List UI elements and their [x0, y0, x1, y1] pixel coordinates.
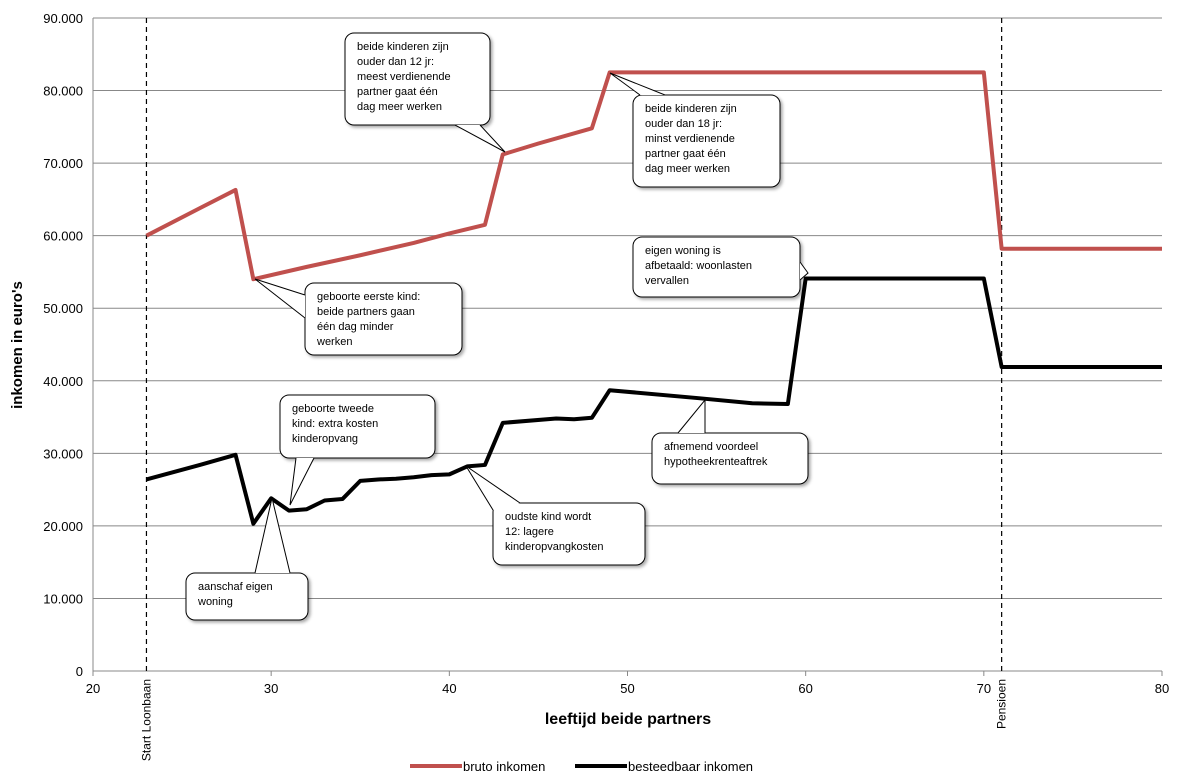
y-tick-label: 80.000: [43, 84, 83, 99]
annotation-text: oudste kind wordt: [505, 511, 591, 523]
callout-box: [492, 502, 646, 566]
reference-label: Pensioen: [995, 679, 1009, 729]
callout-pointer: [254, 278, 306, 319]
legend-label: besteedbaar inkomen: [628, 759, 753, 774]
annotation-text: eigen woning is: [645, 245, 721, 257]
annotation-text: één dag minder: [317, 321, 394, 333]
annotation-text: aanschaf eigen: [198, 581, 273, 593]
callout: aanschaf eigen woning: [185, 497, 309, 621]
callout-box: [279, 394, 436, 459]
annotation-text: geboorte tweede: [292, 403, 374, 415]
y-tick-label: 60.000: [43, 229, 83, 244]
annotation-text: ouder dan 12 jr:: [357, 56, 434, 68]
x-tick-label: 50: [620, 681, 634, 696]
callout-box: [185, 572, 309, 621]
callout-box: [344, 32, 491, 126]
callout-pointer: [677, 398, 706, 434]
callout-box: [651, 432, 809, 485]
annotation-text: woning: [197, 596, 233, 608]
annotation-text: beide kinderen zijn: [357, 41, 449, 53]
annotation-text: dag meer werken: [357, 101, 442, 113]
data-line: [145, 276, 1162, 526]
callout-pointer-fill: [800, 262, 808, 280]
annotation-text: werken: [316, 336, 352, 348]
callout: beide kinderen zijn ouder dan 18 jr: minst…: [609, 72, 781, 188]
y-tick-label: 30.000: [43, 446, 83, 461]
callout: geboorte eerste kind: beide partners gaan…: [254, 278, 463, 356]
annotation-text: afnemend voordeel: [664, 441, 758, 453]
callout: beide kinderen zijn ouder dan 12 jr: meest…: [344, 32, 506, 153]
callout-pointer: [289, 457, 315, 506]
y-tick-label: 20.000: [43, 519, 83, 534]
annotation-text: dag meer werken: [645, 163, 730, 175]
callout-box: [632, 94, 781, 188]
callout-pointer: [609, 72, 666, 96]
callout: oudste kind wordt 12: lagere kinderopvangk…: [465, 465, 646, 566]
y-tick-label: 50.000: [43, 301, 83, 316]
annotation-text: vervallen: [645, 275, 689, 287]
y-tick-label: 10.000: [43, 591, 83, 606]
x-tick-label: 20: [86, 681, 100, 696]
x-tick-label: 60: [798, 681, 812, 696]
callout: geboorte tweede kind: extra kosten kindero…: [279, 394, 436, 506]
y-axis-title: inkomen in euro's: [9, 281, 26, 409]
callout-pointer: [254, 497, 291, 574]
annotation-text: beide kinderen zijn: [645, 103, 737, 115]
callout-pointer-fill: [255, 498, 290, 573]
callout-box: [304, 282, 463, 356]
callout-pointer: [799, 261, 809, 281]
y-tick-label: 90.000: [43, 11, 83, 26]
annotation-text: kinderopvang: [292, 433, 358, 445]
annotation-text: 12: lagere: [505, 526, 554, 538]
annotation-text: kind: extra kosten: [292, 418, 378, 430]
reference-label: Start Loonbaan: [139, 679, 153, 761]
x-tick-label: 70: [977, 681, 991, 696]
annotation-text: hypotheekrenteaftrek: [664, 456, 768, 468]
y-tick-label: 70.000: [43, 156, 83, 171]
x-tick-label: 30: [264, 681, 278, 696]
callout: afnemend voordeel hypotheekrenteaftrek: [651, 398, 809, 485]
data-line: [145, 70, 1162, 282]
legend-label: bruto inkomen: [463, 759, 545, 774]
callout-pointer: [454, 124, 506, 153]
annotation-text: geboorte eerste kind:: [317, 291, 420, 303]
annotation-text: minst verdienende: [645, 133, 735, 145]
x-tick-label: 80: [1155, 681, 1169, 696]
callout-pointer: [465, 465, 521, 511]
annotation-text: partner gaat één: [357, 86, 438, 98]
annotation-text: ouder dan 18 jr:: [645, 118, 722, 130]
callout-pointer-fill: [466, 466, 520, 510]
annotation-text: afbetaald: woonlasten: [645, 260, 752, 272]
annotation-text: beide partners gaan: [317, 306, 415, 318]
annotation-text: kinderopvangkosten: [505, 541, 603, 553]
y-tick-label: 40.000: [43, 374, 83, 389]
y-tick-label: 0: [76, 664, 83, 679]
x-axis-title: leeftijd beide partners: [545, 711, 711, 728]
callout: eigen woning is afbetaald: woonlasten verv…: [632, 236, 809, 298]
annotation-text: meest verdienende: [357, 71, 451, 83]
annotation-text: partner gaat één: [645, 148, 726, 160]
x-tick-label: 40: [442, 681, 456, 696]
